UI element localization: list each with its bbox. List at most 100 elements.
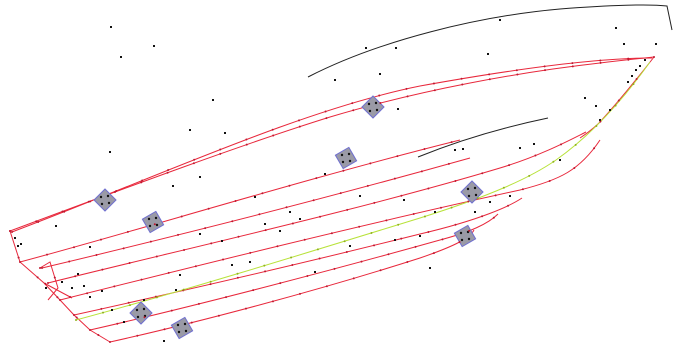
control-point[interactable] [17,245,19,247]
control-point[interactable] [595,105,597,107]
curve-vertex[interactable] [370,231,373,234]
curve-vertex[interactable] [140,278,143,281]
curve-vertex[interactable] [595,125,598,128]
curve-vertex[interactable] [46,253,49,256]
curve-vertex[interactable] [236,272,239,275]
curve-vertex[interactable] [574,143,577,146]
curve-vertex[interactable] [352,277,355,280]
curve-vertex[interactable] [552,160,555,163]
control-point[interactable] [419,235,421,237]
curve-vertex[interactable] [170,309,173,312]
control-point[interactable] [153,45,155,47]
curve-vertex[interactable] [35,220,38,223]
curve-vertex[interactable] [515,69,518,72]
curve-vertex[interactable] [19,261,21,263]
curve-vertex[interactable] [432,82,435,85]
curve-vertex[interactable] [342,169,345,172]
curve-vertex[interactable] [245,143,248,146]
curve-vertex[interactable] [450,206,453,209]
control-point[interactable] [403,199,405,201]
control-point[interactable] [334,79,336,81]
curve-vertex[interactable] [632,83,635,86]
curve-vertex[interactable] [197,302,200,305]
curve-vertex[interactable] [346,208,349,211]
curve-vertex[interactable] [369,162,372,165]
curve-vertex[interactable] [379,102,382,105]
curve-vertex[interactable] [593,147,596,150]
curve-vertex[interactable] [89,200,92,203]
curve-vertex[interactable] [140,181,143,184]
curve-vertex[interactable] [17,256,20,259]
control-point[interactable] [55,225,57,227]
curve-vertex[interactable] [507,204,510,207]
curve-vertex[interactable] [298,125,301,128]
curve-vertex[interactable] [126,230,129,233]
control-point[interactable] [83,285,85,287]
curve-vertex[interactable] [75,319,77,321]
curve-vertex[interactable] [319,215,322,218]
curve-vertex[interactable] [325,117,328,120]
curve-vertex[interactable] [330,232,333,235]
curve-vertex[interactable] [360,260,363,263]
curve-vertex[interactable] [502,186,505,189]
control-point[interactable] [61,281,63,283]
control-point[interactable] [462,148,464,150]
curve-vertex[interactable] [460,77,463,80]
control-point[interactable] [199,176,201,178]
curve-vertex[interactable] [488,73,491,76]
curve-vertex[interactable] [122,247,125,250]
curve-vertex[interactable] [87,200,90,203]
curve-vertex[interactable] [468,229,471,232]
curve-vertex[interactable] [406,95,409,98]
control-point[interactable] [120,56,122,58]
curve-vertex[interactable] [298,292,301,295]
curve-vertex[interactable] [234,199,237,202]
curve-vertex[interactable] [237,235,240,238]
curve-vertex[interactable] [59,299,61,301]
control-point[interactable] [533,143,535,145]
control-point[interactable] [599,119,601,121]
control-point[interactable] [434,211,436,213]
control-point[interactable] [499,19,501,21]
curve-vertex[interactable] [276,245,279,248]
curve-vertex[interactable] [571,62,574,65]
diamond-handle-icon[interactable] [140,209,167,236]
curve-vertex[interactable] [231,220,234,223]
control-point[interactable] [584,97,586,99]
control-point[interactable] [254,196,256,198]
curve-vertex[interactable] [167,169,170,172]
curve-vertex[interactable] [219,148,222,151]
curve-vertex[interactable] [177,233,180,236]
curve-vertex[interactable] [516,73,519,76]
curve-vertex[interactable] [193,158,196,161]
curve-vertex[interactable] [396,155,399,158]
curve-vertex[interactable] [75,316,78,319]
curve-vertex[interactable] [99,238,102,241]
control-point[interactable] [109,151,111,153]
curve-vertex[interactable] [63,210,66,213]
curve-vertex[interactable] [351,102,354,105]
curve-vertex[interactable] [44,282,47,285]
curve-vertex[interactable] [303,238,306,241]
control-point[interactable] [77,273,79,275]
curve-vertex[interactable] [534,154,537,157]
curve-vertex[interactable] [373,244,376,247]
curve-vertex[interactable] [617,99,620,102]
control-point[interactable] [609,109,611,111]
curve-vertex[interactable] [109,341,111,343]
curve-vertex[interactable] [548,180,551,183]
curve-vertex[interactable] [74,275,77,278]
control-point[interactable] [644,59,646,61]
diamond-handle-icon[interactable] [129,301,153,325]
curve-vertex[interactable] [614,104,617,107]
control-point[interactable] [143,299,145,301]
curve-vertex[interactable] [252,289,255,292]
curve-vertex[interactable] [423,215,426,218]
diamond-handle-icon[interactable] [333,145,360,172]
curve-vertex[interactable] [312,199,315,202]
control-point[interactable] [163,340,165,342]
control-point[interactable] [349,245,351,247]
curve-vertex[interactable] [209,280,212,283]
curve-vertex[interactable] [167,271,170,274]
